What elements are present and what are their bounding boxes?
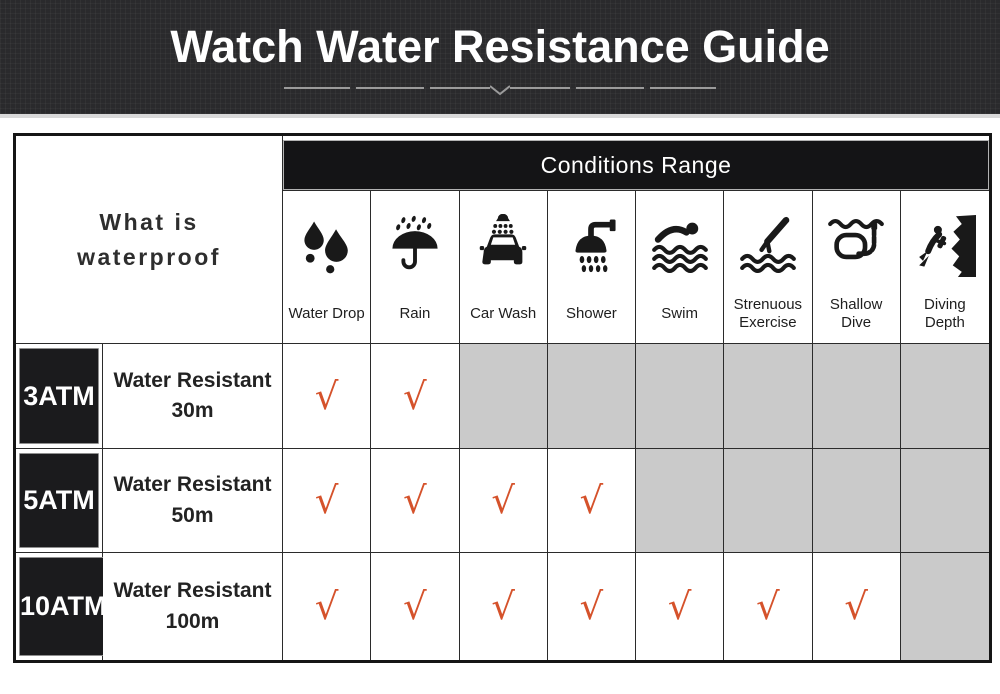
chevron-down-icon	[490, 84, 510, 96]
conditions-range-header: Conditions Range	[283, 136, 989, 191]
check-mark-icon: √	[579, 585, 604, 628]
atm-rating-label: 3ATM	[19, 348, 99, 444]
condition-header-cell: Shallow Dive	[812, 191, 901, 344]
strenuous-exercise-icon	[737, 191, 799, 294]
check-mark-icon: √	[491, 479, 515, 522]
check-cell: √	[636, 553, 725, 660]
condition-header-cell: Swim	[636, 191, 725, 344]
page-title: Watch Water Resistance Guide	[170, 21, 830, 72]
diving-depth-icon	[914, 191, 976, 294]
resistance-description-cell: Water Resistant 50m	[103, 449, 283, 553]
atm-rating-cell: 3ATM	[16, 344, 103, 449]
condition-header-cell: Shower	[547, 191, 636, 344]
check-cell: √	[283, 553, 372, 660]
disabled-cell	[724, 344, 813, 449]
condition-header-cell: Water Drop	[283, 191, 372, 344]
atm-rating-label: 10ATM	[19, 557, 108, 656]
disabled-cell	[900, 553, 989, 660]
condition-label: Strenuous Exercise	[733, 296, 803, 331]
resistance-description-cell: Water Resistant 30m	[103, 344, 283, 449]
disabled-cell	[812, 344, 901, 449]
check-mark-icon: √	[491, 585, 515, 628]
shallow-dive-icon	[825, 191, 887, 294]
rain-icon	[384, 191, 446, 294]
check-cell: √	[724, 553, 813, 660]
title-divider	[284, 82, 716, 96]
check-cell: √	[283, 344, 372, 449]
check-mark-icon: √	[314, 585, 339, 628]
condition-label: Rain	[399, 305, 431, 323]
condition-label: Shower	[565, 305, 617, 323]
check-cell: √	[283, 449, 372, 553]
condition-header-cell: Rain	[371, 191, 460, 344]
check-mark-icon: √	[314, 479, 339, 522]
check-cell: √	[371, 553, 460, 660]
condition-header-cell: Strenuous Exercise	[724, 191, 813, 344]
disabled-cell	[459, 344, 548, 449]
condition-label: Shallow Dive	[829, 296, 883, 331]
car-wash-icon	[472, 191, 534, 294]
check-mark-icon: √	[403, 479, 427, 522]
swim-icon	[649, 191, 711, 294]
check-mark-icon: √	[403, 585, 427, 628]
condition-label: Car Wash	[470, 305, 537, 323]
check-mark-icon: √	[403, 374, 427, 418]
disabled-cell	[900, 449, 989, 553]
disabled-cell	[636, 449, 725, 553]
disabled-cell	[724, 449, 813, 553]
check-cell: √	[547, 449, 636, 553]
water-drop-icon	[296, 191, 358, 294]
check-cell: √	[812, 553, 901, 660]
condition-label: Swim	[661, 305, 698, 323]
check-cell: √	[459, 449, 548, 553]
check-cell: √	[547, 553, 636, 660]
check-cell: √	[371, 449, 460, 553]
corner-header-label: What is waterproof	[77, 209, 221, 270]
disabled-cell	[636, 344, 725, 449]
check-mark-icon: √	[579, 479, 604, 522]
guide-table: What is waterproof Conditions Range Wate…	[13, 133, 992, 663]
disabled-cell	[900, 344, 989, 449]
disabled-cell	[547, 344, 636, 449]
banner-bottom-edge	[0, 114, 1000, 118]
check-cell: √	[371, 344, 460, 449]
condition-label: Diving Depth	[924, 296, 966, 331]
check-mark-icon: √	[756, 585, 780, 628]
check-mark-icon: √	[667, 585, 692, 628]
atm-rating-cell: 10ATM	[16, 553, 108, 660]
conditions-range-label: Conditions Range	[540, 151, 732, 178]
condition-header-cell: Car Wash	[459, 191, 548, 344]
condition-header-cell: Diving Depth	[900, 191, 989, 344]
check-cell: √	[459, 553, 548, 660]
title-banner: Watch Water Resistance Guide	[0, 0, 1000, 114]
check-mark-icon: √	[314, 374, 339, 418]
corner-header-cell: What is waterproof	[16, 136, 283, 344]
condition-label: Water Drop	[288, 305, 365, 323]
check-mark-icon: √	[844, 585, 868, 628]
resistance-description-cell: Water Resistant 100m	[103, 553, 283, 660]
disabled-cell	[812, 449, 901, 553]
shower-icon	[560, 191, 622, 294]
atm-rating-cell: 5ATM	[16, 449, 103, 553]
atm-rating-label: 5ATM	[19, 453, 99, 548]
